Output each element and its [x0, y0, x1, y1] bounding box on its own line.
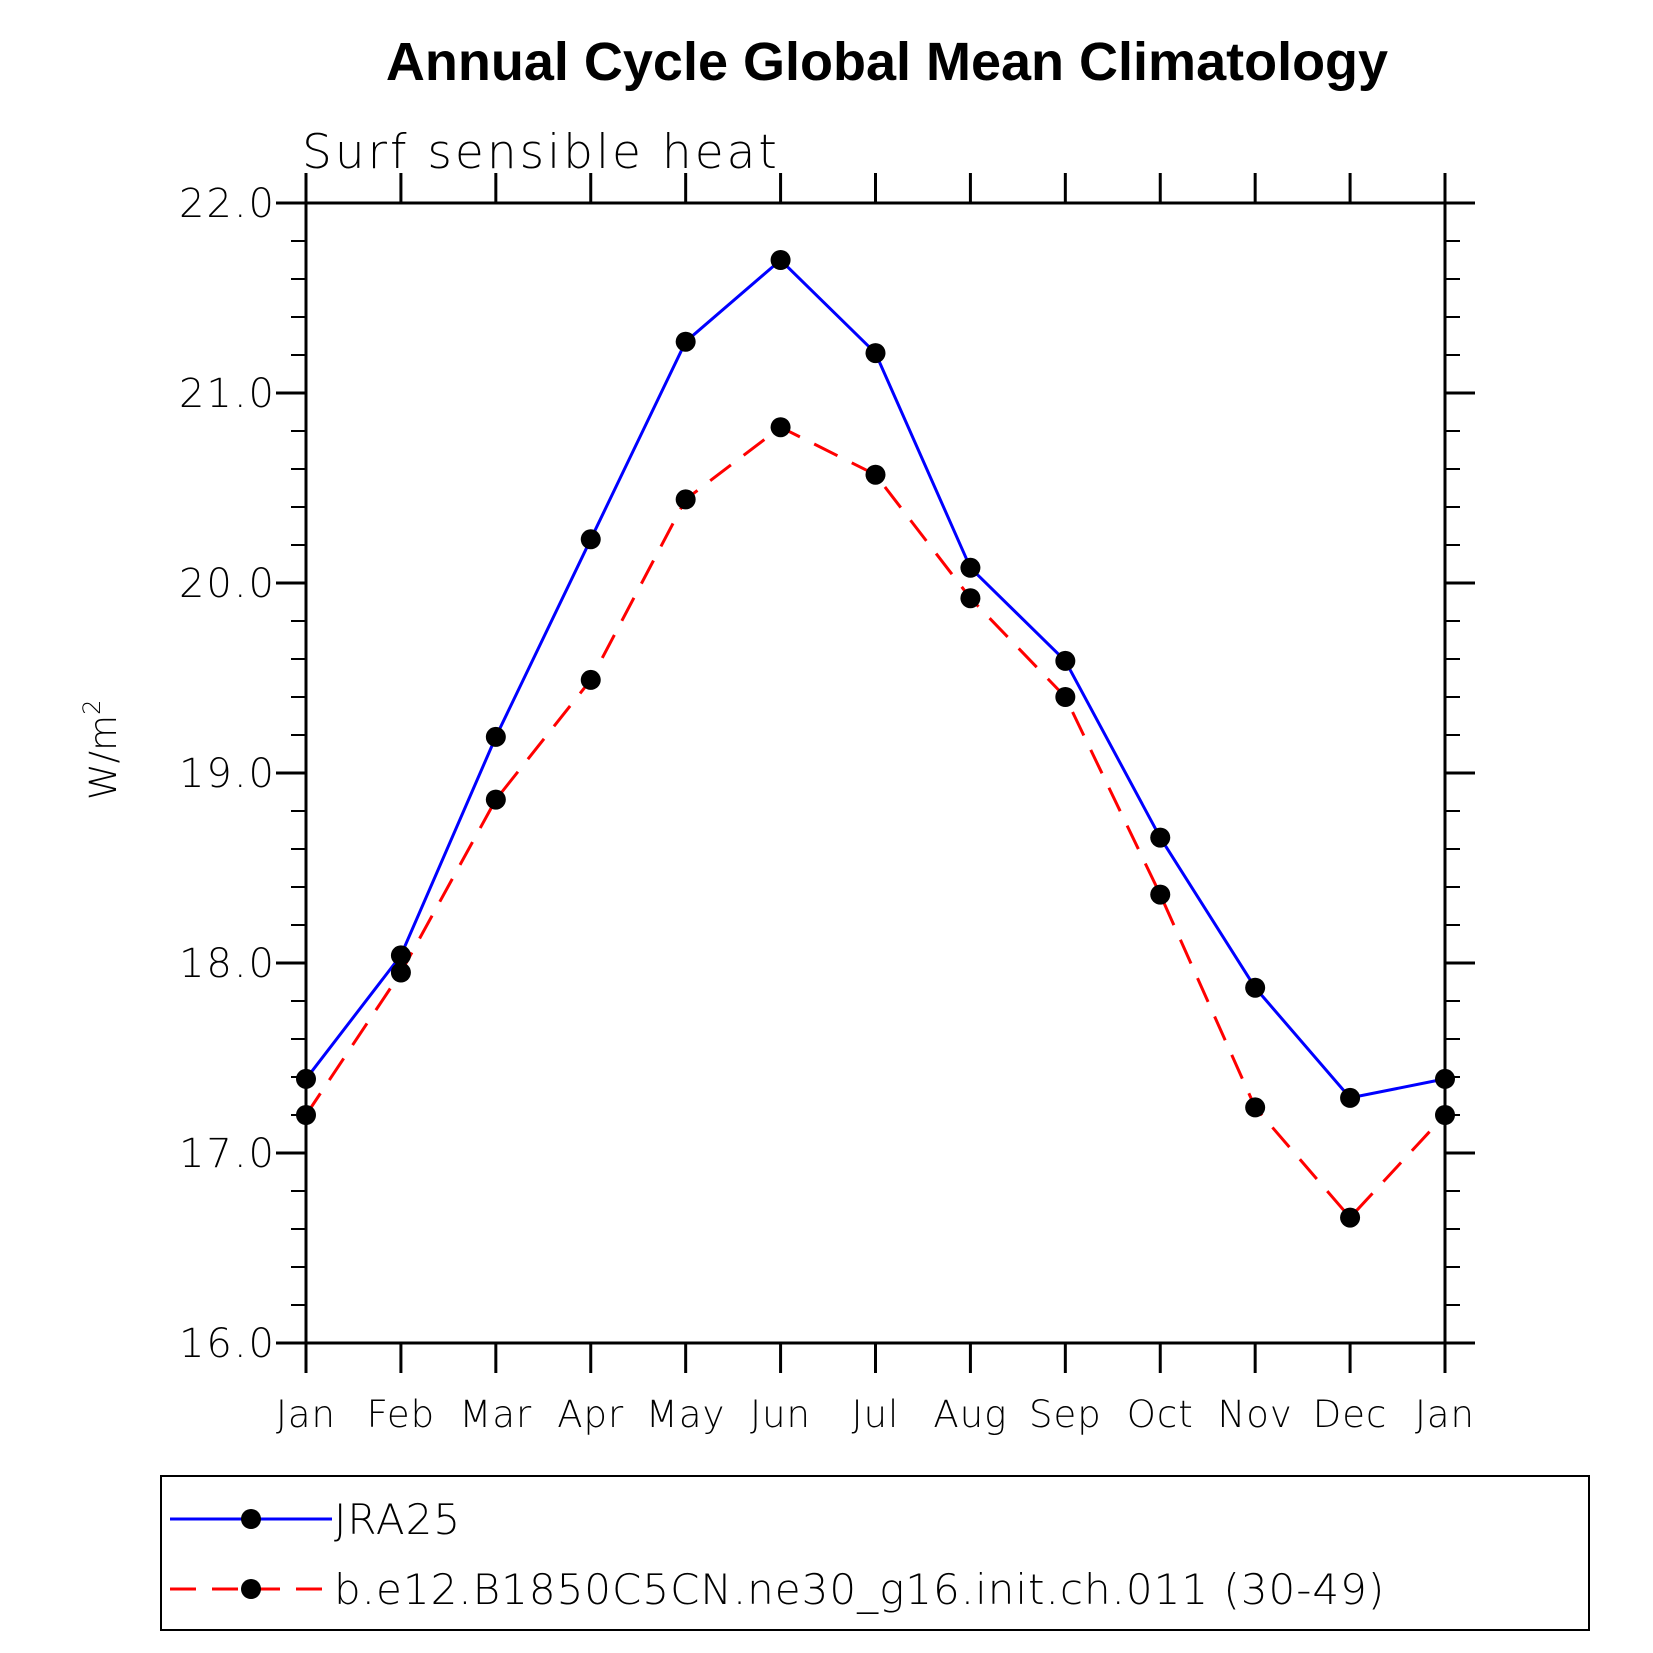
x-tick-label: Apr: [557, 1393, 624, 1436]
series-1-point: [1055, 650, 1076, 671]
plot-frame: [304, 201, 1447, 1345]
x-tick-label: Sep: [1029, 1393, 1102, 1436]
x-tick-label: Nov: [1218, 1393, 1293, 1436]
axis-ticks: Jan Feb Mar Apr May Jun Jul Aug Sep Oct Nov Dec Jan1…: [179, 173, 1475, 1436]
series-line-2: [304, 425, 1447, 1220]
x-tick-label: Feb: [367, 1393, 436, 1436]
series-1-point: [1150, 827, 1171, 848]
y-tick-label: 21.0: [179, 371, 276, 417]
series-2-point: [1340, 1207, 1361, 1228]
legend-label-1: JRA25: [334, 1495, 461, 1544]
series-2-point: [865, 464, 886, 485]
series-1-point: [770, 250, 791, 270]
series-2-point: [1055, 687, 1076, 707]
series-2-point: [1150, 884, 1171, 905]
x-tick-label: May: [646, 1393, 726, 1436]
series-2-point: [960, 588, 981, 609]
x-tick-label: Dec: [1313, 1393, 1388, 1436]
y-tick-label: 20.0: [179, 561, 276, 607]
series-2-point: [485, 789, 506, 810]
series-2-point: [390, 962, 411, 983]
y-axis-label-text: W/m: [82, 715, 125, 800]
series-2-point: [580, 669, 601, 690]
x-tick-label: Aug: [933, 1393, 1007, 1436]
y-axis-label: W/m2: [78, 700, 125, 800]
series-1-point: [960, 557, 981, 578]
series-1-point: [865, 343, 886, 364]
y-tick-label: 17.0: [179, 1131, 276, 1177]
legend-swatch-marker-1: [241, 1509, 261, 1529]
legend-box: [160, 1475, 1590, 1631]
series-2-point: [770, 417, 791, 438]
series-1-point: [485, 726, 506, 747]
x-tick-label: Jan: [1415, 1393, 1475, 1436]
legend-swatch-marker-2: [241, 1579, 261, 1599]
y-tick-label: 18.0: [179, 941, 276, 987]
series-1-point: [675, 331, 696, 352]
y-tick-label: 19.0: [179, 751, 276, 797]
series-1-point: [390, 945, 411, 966]
series-layer: [296, 250, 1455, 1228]
series-1-point: [580, 529, 601, 550]
legend-label-2: b.e12.B1850C5CN.ne30_g16.init.ch.011 (30…: [334, 1565, 1385, 1614]
series-line-1: [304, 257, 1446, 1100]
series-2-point: [675, 489, 696, 510]
series-1-point: [1340, 1087, 1361, 1108]
y-axis-label-superscript: 2: [78, 700, 106, 715]
series-1-point: [1245, 977, 1266, 998]
chart-title: Annual Cycle Global Mean Climatology: [386, 32, 1388, 92]
x-tick-label: Oct: [1127, 1393, 1194, 1436]
series-2-point: [1245, 1097, 1266, 1118]
x-tick-label: Jan: [276, 1393, 336, 1436]
x-tick-label: Jun: [750, 1393, 811, 1436]
y-tick-label: 22.0: [179, 181, 276, 227]
x-tick-label: Jul: [852, 1393, 900, 1436]
y-tick-label: 16.0: [179, 1321, 276, 1367]
legend: JRA25 b.e12.B1850C5CN.ne30_g16.init.ch.01…: [160, 1475, 1590, 1631]
chart-subtitle: Surf sensible heat: [302, 125, 780, 180]
x-tick-label: Mar: [459, 1393, 532, 1436]
